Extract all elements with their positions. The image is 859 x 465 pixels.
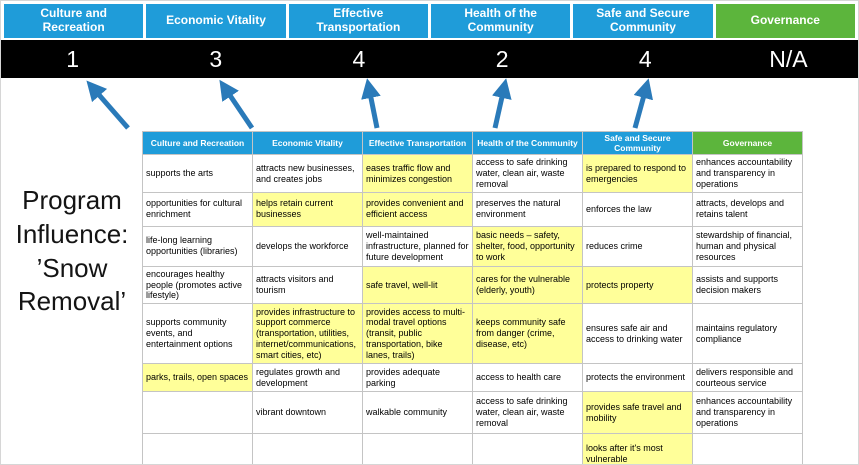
matrix-cell-r8-c3 bbox=[363, 434, 473, 464]
pillar-header-effective-transportation: Effective Transportation bbox=[288, 4, 428, 38]
influence-matrix: Culture and Recreation Economic Vitality E… bbox=[142, 131, 803, 464]
matrix-cell-r7-c4: access to safe drinking water, clean air… bbox=[473, 392, 583, 435]
matrix-cell-r2-c2: helps retain current businesses bbox=[253, 192, 363, 227]
arrows-layer bbox=[86, 78, 653, 130]
score-culture-and-recreation: 1 bbox=[66, 45, 79, 72]
matrix-cell-r7-c2: vibrant downtown bbox=[253, 392, 363, 435]
matrix-cell-r7-c5: provides safe travel and mobility bbox=[583, 392, 693, 435]
program-title: Program Influence: ’Snow Removal’ bbox=[15, 185, 129, 317]
pillar-header-governance: Governance bbox=[715, 4, 855, 38]
matrix-cell-r3-c4: basic needs – safety, shelter, food, opp… bbox=[473, 226, 583, 267]
influence-arrow-3 bbox=[361, 78, 381, 129]
score-health-of-the-community: 2 bbox=[495, 45, 509, 72]
influence-arrow-4 bbox=[492, 78, 512, 129]
matrix-header-governance: Governance bbox=[693, 132, 803, 156]
matrix-cell-r5-c2: provides infrastructure to support comme… bbox=[253, 304, 363, 365]
matrix-cell-r3-c6: stewardship of financial, human and phys… bbox=[693, 226, 803, 267]
score-bar: 1 3 4 2 4 N/A bbox=[1, 40, 858, 78]
matrix-cell-r2-c6: attracts, develops and retains talent bbox=[693, 192, 803, 227]
matrix-cell-r6-c3: provides adequate parking bbox=[363, 364, 473, 393]
pillar-header-culture-and-recreation: Culture and Recreation bbox=[4, 4, 144, 38]
matrix-cell-r1-c6: enhances accountability and transparency… bbox=[693, 155, 803, 193]
matrix-cell-r4-c6: assists and supports decision makers bbox=[693, 266, 803, 305]
matrix-cell-r6-c2: regulates growth and development bbox=[253, 364, 363, 393]
matrix-cell-r6-c4: access to health care bbox=[473, 364, 583, 393]
matrix-cell-r1-c2: attracts new businesses, and creates job… bbox=[253, 155, 363, 193]
matrix-cell-r2-c4: preserves the natural environment bbox=[473, 192, 583, 227]
matrix-cell-r7-c3: walkable community bbox=[363, 392, 473, 435]
matrix-cell-r6-c6: delivers responsible and courteous servi… bbox=[693, 364, 803, 393]
matrix-cell-r4-c5: protects property bbox=[583, 266, 693, 305]
matrix-header-economic-vitality: Economic Vitality bbox=[253, 132, 363, 156]
matrix-cell-r2-c5: enforces the law bbox=[583, 192, 693, 227]
matrix-cell-r3-c5: reduces crime bbox=[583, 226, 693, 267]
matrix-cell-r4-c2: attracts visitors and tourism bbox=[253, 266, 363, 305]
matrix-cell-r4-c3: safe travel, well-lit bbox=[363, 266, 473, 305]
matrix-cell-r1-c5: is prepared to respond to emergencies bbox=[583, 155, 693, 193]
matrix-cell-r1-c4: access to safe drinking water, clean air… bbox=[473, 155, 583, 193]
score-effective-transportation: 4 bbox=[352, 45, 366, 72]
matrix-cell-r3-c2: develops the workforce bbox=[253, 226, 363, 267]
pillar-header-safe-and-secure-community: Safe and Secure Community bbox=[573, 4, 713, 38]
matrix-cell-r8-c4 bbox=[473, 434, 583, 464]
matrix-header-safe-and-secure-community: Safe and Secure Community bbox=[583, 132, 693, 156]
score-safe-and-secure-community: 4 bbox=[638, 45, 652, 72]
matrix-cell-r5-c6: maintains regulatory compliance bbox=[693, 304, 803, 365]
pillar-header-row: Culture and Recreation Economic Vitality E… bbox=[4, 4, 855, 38]
matrix-cell-r5-c4: keeps community safe from danger (crime,… bbox=[473, 304, 583, 365]
pillar-header-health-of-the-community: Health of the Community bbox=[430, 4, 571, 38]
influence-arrow-2 bbox=[219, 79, 255, 130]
matrix-cell-r5-c3: provides access to multi-modal travel op… bbox=[363, 304, 473, 365]
matrix-cell-r2-c3: provides convenient and efficient access bbox=[363, 192, 473, 227]
matrix-cell-r3-c1: life-long learning opportunities (librar… bbox=[143, 226, 253, 267]
matrix-cell-r8-c2 bbox=[253, 434, 363, 464]
matrix-cell-r4-c4: cares for the vulnerable (elderly, youth… bbox=[473, 266, 583, 305]
matrix-cell-r8-c6 bbox=[693, 434, 803, 464]
pillar-header-economic-vitality: Economic Vitality bbox=[146, 4, 286, 38]
matrix-header-health-of-the-community: Health of the Community bbox=[473, 132, 583, 156]
matrix-cell-r2-c1: opportunities for cultural enrichment bbox=[143, 192, 253, 227]
matrix-cell-r3-c3: well-maintained infrastructure, planned … bbox=[363, 226, 473, 267]
matrix-cell-r7-c1 bbox=[143, 392, 253, 435]
matrix-cell-r4-c1: encourages healthy people (promotes acti… bbox=[143, 266, 253, 305]
matrix-cell-r1-c1: supports the arts bbox=[143, 155, 253, 193]
matrix-cell-r1-c3: eases traffic flow and minimizes congest… bbox=[363, 155, 473, 193]
matrix-cell-r6-c5: protects the environment bbox=[583, 364, 693, 393]
matrix-cell-r5-c5: ensures safe air and access to drinking … bbox=[583, 304, 693, 365]
influence-arrow-5 bbox=[632, 78, 653, 129]
score-governance: N/A bbox=[769, 45, 808, 72]
matrix-cell-r5-c1: supports community events, and entertain… bbox=[143, 304, 253, 365]
matrix-cell-r6-c1: parks, trails, open spaces bbox=[143, 364, 253, 393]
matrix-cell-r8-c1 bbox=[143, 434, 253, 464]
matrix-cell-r7-c6: enhances accountability and transparency… bbox=[693, 392, 803, 435]
score-economic-vitality: 3 bbox=[209, 45, 223, 72]
matrix-cell-r8-c5: looks after it's most vulnerable bbox=[583, 434, 693, 464]
matrix-header-culture-and-recreation: Culture and Recreation bbox=[143, 132, 253, 156]
matrix-header-effective-transportation: Effective Transportation bbox=[363, 132, 473, 156]
influence-arrow-1 bbox=[86, 80, 130, 130]
